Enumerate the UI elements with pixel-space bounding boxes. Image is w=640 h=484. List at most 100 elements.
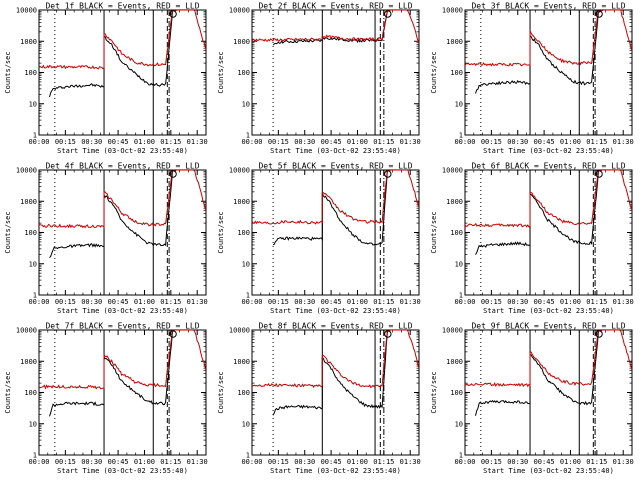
- detector-panel: Det 4f BLACK = Events, RED = LLD 1 10 100 10…: [4, 162, 208, 316]
- x-tick-label: 00:30: [507, 298, 528, 306]
- x-tick-label: 00:15: [55, 138, 76, 146]
- y-tick-label: 10: [242, 260, 250, 268]
- x-tick-label: 01:30: [400, 458, 421, 466]
- x-tick-label: 00:30: [81, 458, 102, 466]
- x-tick-label: 01:00: [347, 458, 368, 466]
- x-tick-label: 00:45: [108, 138, 129, 146]
- x-tick-label: 00:15: [55, 298, 76, 306]
- x-tick-label: 00:30: [81, 298, 102, 306]
- y-tick-label: 100: [237, 69, 250, 77]
- x-tick-label: 01:30: [187, 298, 208, 306]
- saturation-marker: [169, 330, 177, 338]
- plot-frame: [464, 9, 633, 136]
- y-tick-label: 100: [237, 389, 250, 397]
- x-axis-label: Start Time (03-Oct-02 23:55:40): [483, 147, 614, 155]
- panel-title: Det 5f BLACK = Events, RED = LLD: [258, 162, 412, 171]
- x-tick-label: 01:00: [134, 138, 155, 146]
- y-tick-label: 100: [24, 389, 37, 397]
- y-axis-label: Counts/sec: [217, 211, 225, 253]
- panel-title: Det 4f BLACK = Events, RED = LLD: [45, 162, 199, 171]
- x-tick-label: 00:15: [481, 458, 502, 466]
- y-tick-label: 10000: [16, 167, 37, 175]
- y-tick-label: 10000: [442, 167, 463, 175]
- y-tick-label: 1000: [20, 38, 37, 46]
- events-series-line: [272, 170, 397, 246]
- x-tick-label: 00:00: [241, 138, 262, 146]
- lld-series-line: [465, 170, 632, 228]
- x-tick-label: 01:15: [586, 298, 607, 306]
- x-tick-label: 00:45: [321, 138, 342, 146]
- panel-title: Det 6f BLACK = Events, RED = LLD: [471, 162, 625, 171]
- y-tick-label: 10000: [229, 167, 250, 175]
- y-tick-label: 1000: [20, 358, 37, 366]
- x-tick-label: 00:00: [28, 138, 49, 146]
- y-tick-label: 10: [455, 100, 463, 108]
- saturation-marker: [595, 10, 603, 18]
- x-tick-label: 00:00: [454, 458, 475, 466]
- y-tick-label: 1: [33, 132, 37, 140]
- x-tick-label: 01:00: [347, 138, 368, 146]
- x-axis-label: Start Time (03-Oct-02 23:55:40): [57, 307, 188, 315]
- y-axis-label: Counts/sec: [430, 51, 438, 93]
- y-axis-label: Counts/sec: [4, 51, 12, 93]
- x-tick-label: 00:00: [454, 298, 475, 306]
- x-tick-label: 01:15: [586, 458, 607, 466]
- x-tick-label: 00:15: [481, 298, 502, 306]
- lld-series-line: [465, 330, 632, 388]
- y-tick-label: 1000: [233, 358, 250, 366]
- plot-frame: [251, 329, 420, 456]
- x-tick-label: 00:15: [268, 458, 289, 466]
- events-series-line: [49, 10, 184, 98]
- y-axis-label: Counts/sec: [4, 211, 12, 253]
- x-tick-label: 01:15: [586, 138, 607, 146]
- x-tick-label: 01:15: [373, 138, 394, 146]
- lld-series-line: [39, 330, 206, 390]
- x-tick-label: 00:45: [534, 298, 555, 306]
- y-tick-label: 1000: [20, 198, 37, 206]
- x-tick-label: 00:00: [28, 298, 49, 306]
- x-tick-label: 01:30: [400, 138, 421, 146]
- y-tick-label: 10000: [16, 327, 37, 335]
- events-series-line: [475, 10, 610, 94]
- plot-frame: [251, 169, 420, 296]
- x-tick-label: 00:45: [321, 298, 342, 306]
- y-tick-label: 1000: [446, 358, 463, 366]
- x-tick-label: 00:00: [241, 458, 262, 466]
- saturation-marker: [595, 170, 603, 178]
- events-series-line: [475, 330, 610, 416]
- y-tick-label: 10000: [442, 7, 463, 15]
- detector-panel: Det 8f BLACK = Events, RED = LLD 1 10 100 10…: [217, 322, 421, 476]
- panel-title: Det 3f BLACK = Events, RED = LLD: [471, 2, 625, 11]
- y-axis-label: Counts/sec: [430, 371, 438, 413]
- y-tick-label: 1: [459, 452, 463, 460]
- lld-series-line: [39, 10, 206, 70]
- y-tick-label: 1000: [446, 38, 463, 46]
- x-tick-label: 00:30: [507, 138, 528, 146]
- y-tick-label: 100: [450, 389, 463, 397]
- y-tick-label: 1000: [233, 198, 250, 206]
- x-tick-label: 01:30: [613, 298, 634, 306]
- panel-title: Det 7f BLACK = Events, RED = LLD: [45, 322, 199, 331]
- x-axis-label: Start Time (03-Oct-02 23:55:40): [270, 147, 401, 155]
- lld-series-line: [39, 170, 206, 229]
- x-axis-label: Start Time (03-Oct-02 23:55:40): [57, 147, 188, 155]
- y-tick-label: 10000: [442, 327, 463, 335]
- x-tick-label: 00:30: [507, 458, 528, 466]
- x-tick-label: 01:30: [187, 458, 208, 466]
- panel-title: Det 8f BLACK = Events, RED = LLD: [258, 322, 412, 331]
- panel-title: Det 1f BLACK = Events, RED = LLD: [45, 2, 199, 11]
- y-tick-label: 1: [246, 452, 250, 460]
- detector-panel: Det 6f BLACK = Events, RED = LLD 1 10 100 10…: [430, 162, 634, 316]
- y-tick-label: 10: [455, 420, 463, 428]
- y-axis-label: Counts/sec: [217, 51, 225, 93]
- events-series-line: [475, 170, 610, 255]
- y-tick-label: 10: [242, 420, 250, 428]
- lld-series-line: [252, 10, 419, 43]
- x-tick-label: 01:30: [613, 458, 634, 466]
- lld-series-line: [252, 330, 419, 389]
- detector-panel: Det 5f BLACK = Events, RED = LLD 1 10 100 10…: [217, 162, 421, 316]
- y-tick-label: 10: [455, 260, 463, 268]
- x-tick-label: 00:45: [534, 458, 555, 466]
